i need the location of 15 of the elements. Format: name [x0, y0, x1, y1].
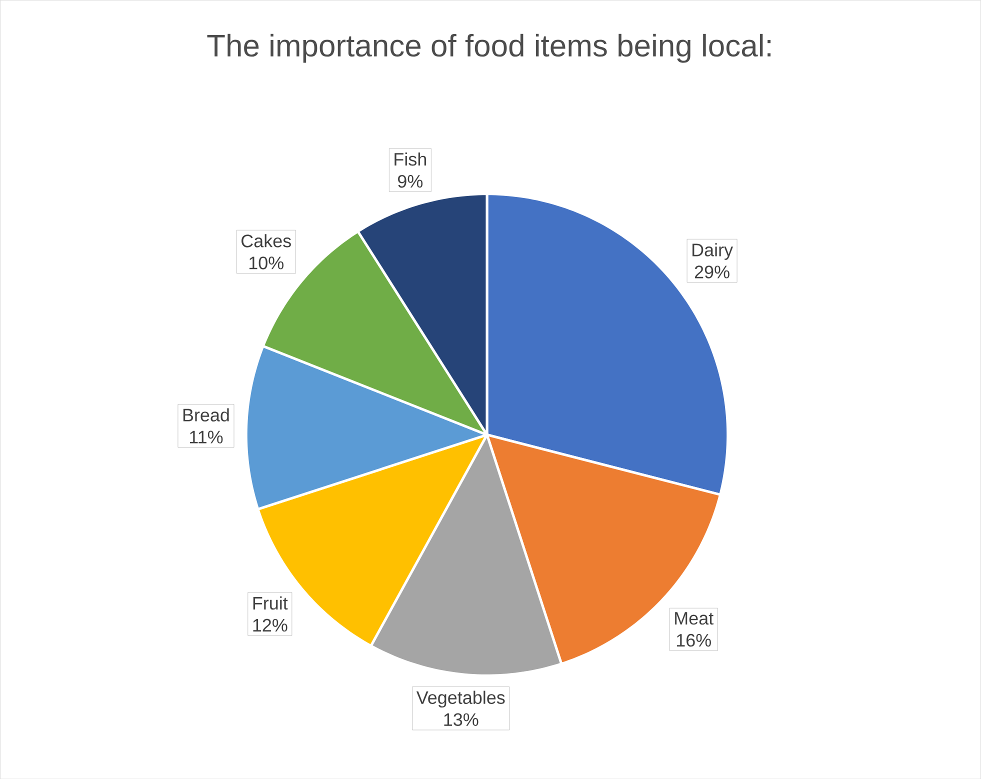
slice-label: Cakes: [242, 234, 291, 248]
chart-title: The importance of food items being local:: [207, 34, 771, 63]
slice-label: Bread: [183, 408, 229, 422]
data-label: 12%: [253, 618, 288, 632]
slice-label: Dairy: [692, 243, 734, 260]
data-label: 9%: [398, 174, 423, 188]
data-label: 13%: [444, 713, 478, 726]
slice-label: Meat: [675, 612, 714, 625]
data-label: 16%: [676, 634, 711, 647]
slice-label: Vegetables: [416, 690, 505, 708]
data-label: 10%: [249, 256, 284, 270]
data-label: 29%: [694, 266, 730, 278]
slice-label: Fruit: [253, 596, 288, 610]
slice-label: Fish: [394, 152, 426, 166]
data-label: 11%: [190, 430, 223, 444]
